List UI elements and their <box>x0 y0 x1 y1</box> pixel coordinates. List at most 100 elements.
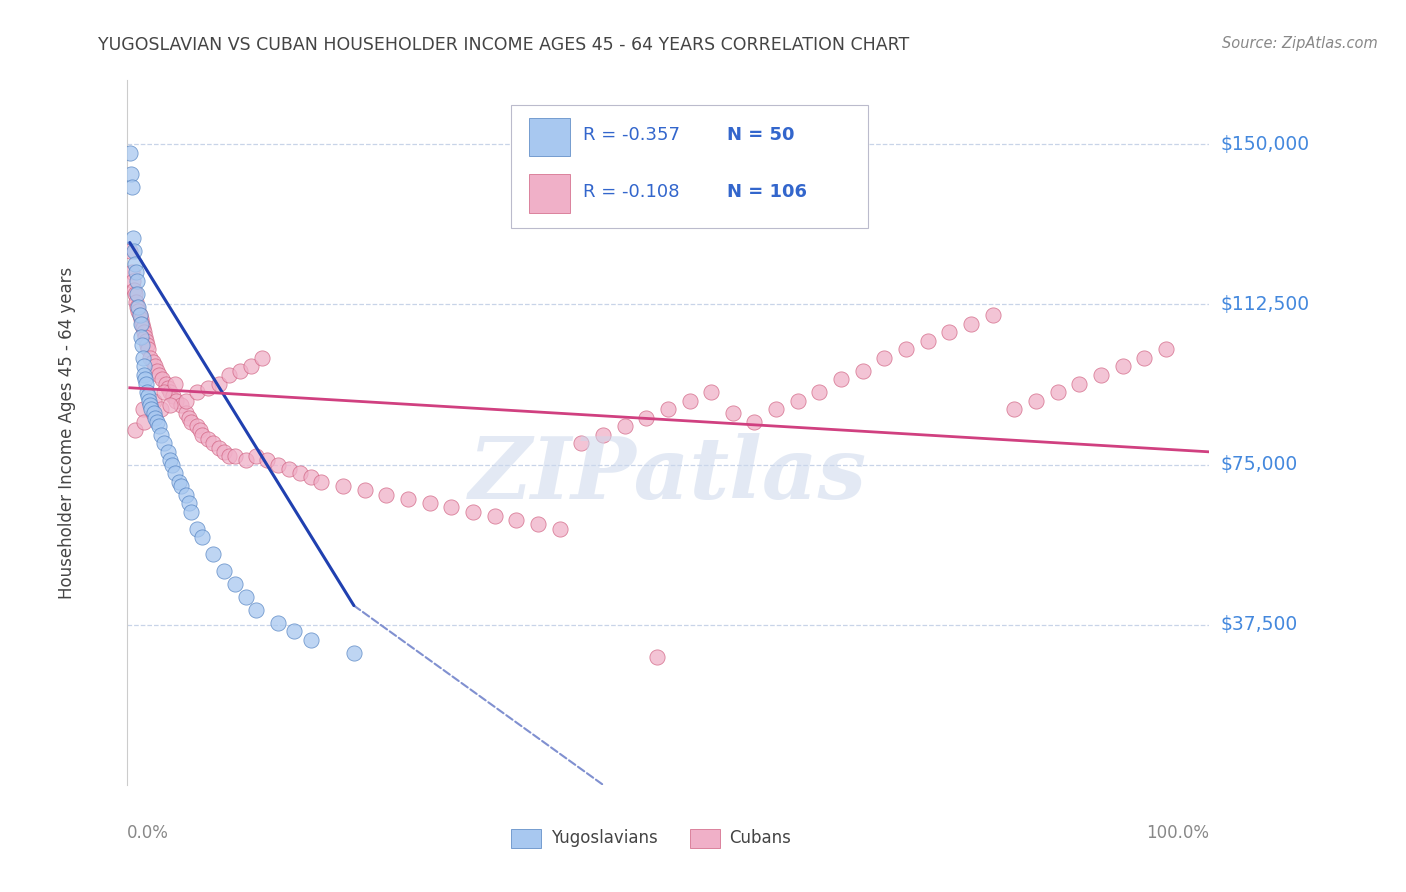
Point <box>1069 376 1091 391</box>
Text: 100.0%: 100.0% <box>1146 823 1209 842</box>
Point <box>765 402 787 417</box>
Point <box>132 402 155 417</box>
Point <box>127 274 149 288</box>
Point <box>156 445 179 459</box>
Point <box>121 180 143 194</box>
Point <box>132 359 155 374</box>
Point <box>224 577 246 591</box>
Point <box>139 398 162 412</box>
Point <box>124 286 146 301</box>
Point <box>311 475 333 489</box>
Point <box>160 458 183 472</box>
Point <box>135 376 157 391</box>
Point <box>129 312 152 326</box>
Point <box>332 479 354 493</box>
FancyBboxPatch shape <box>510 105 868 228</box>
Text: Householder Income Ages 45 - 64 years: Householder Income Ages 45 - 64 years <box>58 267 76 599</box>
Point <box>121 265 143 279</box>
Point <box>229 364 252 378</box>
Point <box>179 496 201 510</box>
Point <box>132 415 155 429</box>
Text: YUGOSLAVIAN VS CUBAN HOUSEHOLDER INCOME AGES 45 - 64 YEARS CORRELATION CHART: YUGOSLAVIAN VS CUBAN HOUSEHOLDER INCOME … <box>98 36 910 54</box>
Point <box>212 445 235 459</box>
Point <box>235 590 257 604</box>
Point <box>169 398 191 412</box>
Point <box>122 244 145 259</box>
Point <box>343 646 366 660</box>
Point <box>1111 359 1133 374</box>
Point <box>167 475 190 489</box>
Point <box>202 547 225 561</box>
Text: ZIPatlas: ZIPatlas <box>468 434 868 516</box>
Point <box>1154 343 1177 357</box>
Point <box>527 517 550 532</box>
Point <box>267 458 290 472</box>
Point <box>125 265 148 279</box>
Point <box>256 453 278 467</box>
Point <box>278 462 301 476</box>
Point <box>159 385 181 400</box>
FancyBboxPatch shape <box>529 118 571 156</box>
Point <box>461 505 484 519</box>
Point <box>142 393 165 408</box>
Point <box>1090 368 1112 382</box>
Text: Cubans: Cubans <box>730 829 792 847</box>
Text: Source: ZipAtlas.com: Source: ZipAtlas.com <box>1222 36 1378 51</box>
Point <box>128 308 150 322</box>
Point <box>981 308 1004 322</box>
Point <box>224 449 246 463</box>
Point <box>148 368 170 382</box>
Point <box>136 343 159 357</box>
Point <box>700 385 723 400</box>
Text: $150,000: $150,000 <box>1220 135 1309 153</box>
Point <box>299 470 322 484</box>
Point <box>288 466 311 480</box>
Point <box>197 432 219 446</box>
Point <box>744 415 766 429</box>
Text: $75,000: $75,000 <box>1220 455 1298 475</box>
Text: $112,500: $112,500 <box>1220 295 1309 314</box>
Point <box>159 453 181 467</box>
Point <box>353 483 375 498</box>
Point <box>375 487 398 501</box>
Point <box>127 304 149 318</box>
Point <box>141 402 163 417</box>
Point <box>191 530 214 544</box>
Point <box>174 487 197 501</box>
Point <box>186 522 208 536</box>
Point <box>136 389 159 403</box>
Text: $37,500: $37,500 <box>1220 615 1298 634</box>
Point <box>657 402 679 417</box>
Point <box>169 479 191 493</box>
Point <box>484 508 506 523</box>
Point <box>148 419 170 434</box>
Point <box>830 372 852 386</box>
Point <box>156 381 179 395</box>
Point <box>165 376 187 391</box>
Point <box>174 406 197 420</box>
Point <box>808 385 831 400</box>
Point <box>134 372 156 386</box>
Point <box>186 419 208 434</box>
Point <box>136 385 159 400</box>
Point <box>132 368 155 382</box>
Point <box>396 491 419 506</box>
Point <box>186 385 208 400</box>
Point <box>125 295 148 310</box>
Point <box>124 257 146 271</box>
Point <box>245 449 267 463</box>
Point <box>548 522 571 536</box>
Point <box>786 393 808 408</box>
Point <box>179 410 201 425</box>
FancyBboxPatch shape <box>510 829 541 848</box>
Point <box>894 343 917 357</box>
Point <box>132 351 155 365</box>
Point <box>1046 385 1069 400</box>
Point <box>132 321 155 335</box>
Point <box>678 393 700 408</box>
Point <box>440 500 463 515</box>
Point <box>636 410 658 425</box>
Point <box>721 406 744 420</box>
Point <box>197 381 219 395</box>
Point <box>207 441 229 455</box>
